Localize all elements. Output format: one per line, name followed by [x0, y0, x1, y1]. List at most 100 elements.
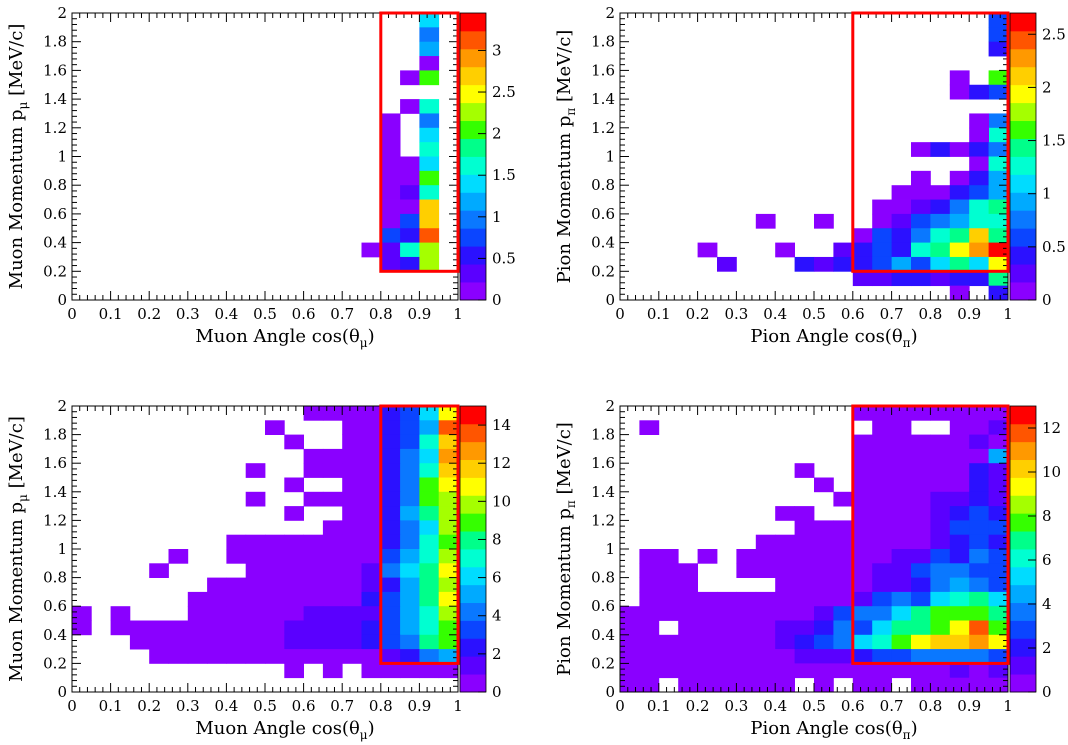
heatmap-cell [265, 591, 285, 607]
heatmap-cell [400, 477, 420, 493]
heatmap-cell [775, 606, 795, 621]
heatmap-cell [911, 170, 931, 186]
heatmap-cell [697, 649, 718, 664]
heatmap-cell [400, 534, 420, 550]
z-tick-label: 10 [1042, 463, 1061, 481]
heatmap-cell [852, 577, 873, 593]
x-tick-label: 0.5 [802, 305, 826, 323]
heatmap-cell [639, 620, 660, 636]
heatmap-panel-top-right: 0 0.1 0.2 0.3 0.4 0.5 0.6 0.7 0.8 0.9 100.20.40.60… [554, 4, 1066, 350]
heatmap-cell [911, 577, 931, 593]
heatmap-cell [400, 213, 420, 229]
heatmap-cell [988, 591, 1009, 607]
color-scale-step [1010, 282, 1036, 301]
y-axis-title-main: Muon Momentum p [6, 109, 27, 289]
y-tick-label: 0 [605, 291, 615, 309]
heatmap-cell [891, 591, 912, 607]
heatmap-cell [814, 577, 834, 593]
color-scale-step [1010, 13, 1036, 32]
heatmap-cell [438, 463, 459, 478]
x-tick-label: 0 [615, 697, 625, 715]
heatmap-cell [988, 285, 1009, 301]
heatmap-cell [988, 448, 1009, 464]
heatmap-cell [736, 677, 757, 693]
heatmap-cell [400, 649, 420, 664]
heatmap-cell [775, 242, 795, 258]
z-tick-label: 4 [492, 607, 502, 625]
heatmap-cell [419, 13, 440, 28]
heatmap-cell [380, 663, 401, 679]
y-axis-title: Pion Momentum pπ [MeV/c] [554, 30, 578, 284]
color-scale-step [1010, 30, 1036, 50]
heatmap-cell [911, 199, 931, 215]
heatmap-cell [949, 420, 970, 435]
heatmap-cell [911, 620, 931, 636]
heatmap-cell [872, 228, 892, 243]
heatmap-cell [658, 549, 679, 564]
heatmap-cell [419, 520, 440, 536]
color-scale-step [460, 566, 486, 586]
heatmap-cell [891, 534, 912, 550]
heatmap-cell [342, 649, 362, 664]
heatmap-cell [658, 663, 679, 679]
color-scale-step [1010, 513, 1036, 532]
x-axis-title: Pion Angle cos(θπ) [750, 326, 917, 350]
x-tick-label: 0.4 [763, 305, 787, 323]
heatmap-cell [930, 563, 951, 578]
heatmap-cell [380, 477, 401, 493]
y-axis-title-main: Pion Momentum p [554, 116, 575, 284]
heatmap-cell [755, 634, 776, 650]
heatmap-cell [400, 563, 420, 578]
heatmap-cell [303, 448, 324, 464]
heatmap-cell [342, 420, 362, 435]
heatmap-cell [911, 256, 931, 272]
color-scale-step [460, 459, 486, 478]
heatmap-cell [891, 420, 912, 435]
x-axis-ticks: 0 0.1 0.2 0.3 0.4 0.5 0.6 0.7 0.8 0.9 1 [615, 406, 1013, 715]
heatmap-panel-bottom-left: 0 0.1 0.2 0.3 0.4 0.5 0.6 0.7 0.8 0.9 100.20.40.60… [6, 397, 511, 742]
heatmap-cell [852, 228, 873, 243]
heatmap-cell [814, 534, 834, 550]
heatmap-cell [361, 563, 382, 578]
heatmap-cell [775, 620, 795, 636]
heatmap-cell [438, 520, 459, 536]
heatmap-cell [969, 591, 989, 607]
heatmap-cell [891, 448, 912, 464]
heatmap-cell [419, 506, 440, 521]
heatmap-cell [949, 477, 970, 493]
heatmap-cell [891, 520, 912, 536]
heatmap-cell [794, 591, 815, 607]
heatmap-cell [322, 634, 343, 650]
heatmap-cell [342, 463, 362, 478]
heatmap-cell [284, 477, 304, 493]
heatmap-cell [852, 434, 873, 450]
heatmap-cell [380, 491, 401, 507]
heatmap-cell [697, 242, 718, 258]
heatmap-cell [639, 549, 660, 564]
heatmap-cell [814, 620, 834, 636]
color-scale-step [1010, 566, 1036, 586]
heatmap-cell [207, 606, 227, 621]
heatmap-cell [969, 477, 989, 493]
heatmap-cell [988, 520, 1009, 536]
heatmap-cell [911, 271, 931, 287]
heatmap-cell [438, 420, 459, 435]
heatmap-cell [930, 591, 951, 607]
heatmap-cell [949, 491, 970, 507]
heatmap-cell [322, 520, 343, 536]
color-scale-step [1010, 602, 1036, 621]
heatmap-cell [891, 213, 912, 229]
heatmap-cell [736, 563, 757, 578]
heatmap-cell [419, 406, 440, 421]
heatmap-cell [639, 563, 660, 578]
heatmap-cell [168, 634, 189, 650]
heatmap-cell [438, 663, 459, 679]
heatmap-cell [775, 649, 795, 664]
heatmap-cell [852, 549, 873, 564]
heatmap-cell [265, 634, 285, 650]
heatmap-cell [911, 491, 931, 507]
heatmap-cell [380, 606, 401, 621]
color-scale-step [1010, 192, 1036, 211]
color-scale-step [1010, 620, 1036, 639]
y-tick-label: 1.8 [591, 426, 615, 444]
